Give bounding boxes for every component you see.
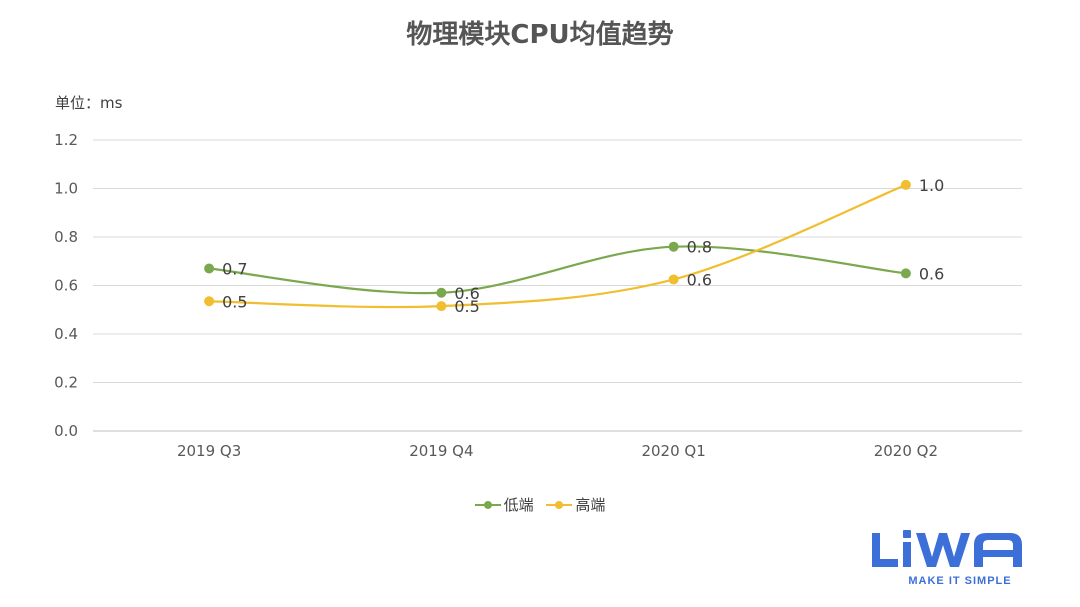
logo: MAKE IT SIMPLE bbox=[870, 527, 1040, 592]
x-tick-label-3: 2020 Q2 bbox=[874, 442, 938, 460]
legend-marker-low-icon bbox=[474, 500, 501, 509]
liwa-logo-icon bbox=[872, 530, 1022, 567]
y-tick-label-3: 0.6 bbox=[54, 277, 78, 295]
legend-item-low: 低端 bbox=[474, 494, 534, 515]
legend-marker-high-icon bbox=[546, 500, 573, 509]
series-0-data-label-3: 0.6 bbox=[919, 264, 944, 283]
chart-title: 物理模块CPU均值趋势 bbox=[406, 20, 674, 50]
y-tick-label-4: 0.8 bbox=[54, 228, 78, 246]
series-0-data-label-0: 0.7 bbox=[222, 260, 247, 279]
y-tick-label-2: 0.4 bbox=[54, 325, 78, 343]
series-0-data-label-1: 0.6 bbox=[454, 284, 479, 303]
legend-label-high: 高端 bbox=[575, 496, 606, 514]
legend-item-high: 高端 bbox=[546, 494, 605, 515]
series-0-data-label-2: 0.8 bbox=[687, 238, 712, 257]
legend-label-low: 低端 bbox=[503, 496, 534, 514]
series-1-data-label-3: 1.0 bbox=[919, 176, 944, 195]
series-1-data-label-0: 0.5 bbox=[222, 292, 247, 311]
y-tick-label-1: 0.2 bbox=[54, 374, 78, 392]
y-tick-label-5: 1.0 bbox=[54, 180, 78, 198]
series-line-0 bbox=[209, 245, 907, 295]
series-0-point-2 bbox=[668, 241, 679, 252]
y-tick-label-6: 1.2 bbox=[54, 131, 78, 149]
x-tick-label-0: 2019 Q3 bbox=[177, 442, 241, 460]
series-1-point-1 bbox=[436, 301, 447, 312]
unit-label: 单位：ms bbox=[55, 94, 123, 112]
series-0-point-3 bbox=[900, 268, 911, 279]
series-0-point-1 bbox=[436, 287, 447, 298]
series-line-1 bbox=[209, 183, 907, 309]
logo-tagline: MAKE IT SIMPLE bbox=[908, 575, 1012, 587]
x-tick-label-2: 2020 Q1 bbox=[641, 442, 705, 460]
series-1-data-label-1: 0.5 bbox=[454, 297, 479, 316]
series-0-point-0 bbox=[204, 263, 215, 274]
series-1-point-0 bbox=[204, 296, 215, 307]
series-1-point-3 bbox=[900, 179, 911, 190]
y-tick-label-0: 0.0 bbox=[54, 422, 78, 440]
series-1-point-2 bbox=[668, 274, 679, 285]
series-1-data-label-2: 0.6 bbox=[687, 270, 712, 289]
x-tick-label-1: 2019 Q4 bbox=[409, 442, 473, 460]
legend: 低端 高端 bbox=[0, 494, 1080, 515]
